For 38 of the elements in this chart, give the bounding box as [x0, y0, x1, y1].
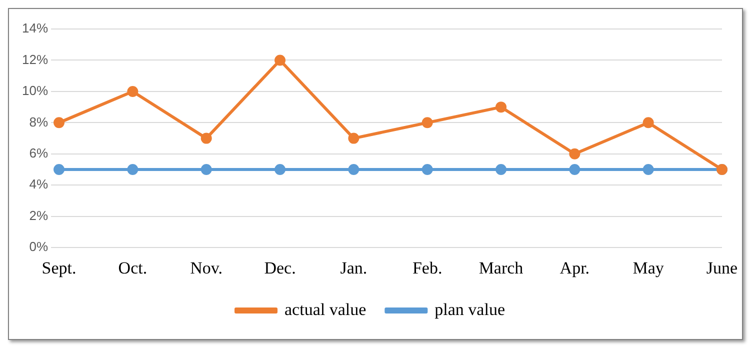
- point: [200, 164, 212, 176]
- legend-label: plan value: [434, 300, 505, 319]
- point: [642, 117, 654, 128]
- y-tick-label: 6%: [29, 145, 48, 160]
- x-tick-label: Apr.: [560, 258, 590, 278]
- point: [422, 164, 433, 176]
- x-tick-label: Oct.: [118, 258, 148, 278]
- x-tick-label: March: [478, 258, 524, 278]
- point: [642, 164, 654, 176]
- y-tick-label: 8%: [29, 114, 48, 130]
- point: [274, 54, 286, 66]
- point: [348, 164, 360, 176]
- point: [127, 86, 138, 97]
- point: [569, 164, 580, 176]
- point: [496, 102, 507, 113]
- y-tick-label: 4%: [29, 176, 48, 192]
- legend-label: actual value: [284, 300, 366, 319]
- y-tick-label: 10%: [22, 83, 48, 98]
- point: [54, 164, 65, 176]
- point: [274, 164, 286, 176]
- point: [422, 117, 433, 128]
- x-tick-label: Nov.: [190, 258, 223, 278]
- point: [496, 164, 507, 176]
- x-tick-label: June: [706, 258, 738, 278]
- x-tick-label: Jan.: [340, 258, 368, 278]
- y-tick-label: 14%: [22, 20, 48, 36]
- y-tick-label: 2%: [29, 208, 48, 223]
- x-tick-label: Feb.: [412, 258, 442, 278]
- y-tick-label: 0%: [29, 239, 48, 254]
- x-tick-label: Dec.: [264, 258, 296, 278]
- point: [200, 132, 212, 144]
- x-tick-label: May: [632, 258, 664, 278]
- x-tick-label: Sept.: [42, 258, 76, 278]
- y-tick-label: 12%: [22, 52, 48, 67]
- point: [348, 132, 360, 144]
- point: [569, 148, 580, 160]
- point: [54, 117, 65, 128]
- point: [127, 164, 138, 176]
